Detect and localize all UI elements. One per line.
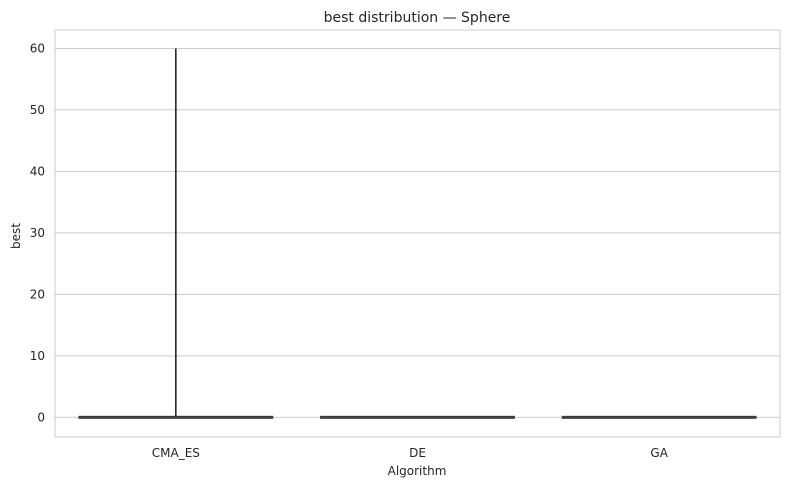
x-axis-label: Algorithm [388, 464, 447, 478]
y-tick-labels: 0 10 20 30 40 50 60 [30, 41, 45, 424]
x-tick-labels: CMA_ES DE GA [152, 446, 669, 460]
y-axis-label: best [9, 223, 23, 249]
y-tick-label: 0 [37, 410, 45, 424]
box-ga [561, 415, 757, 419]
y-tick-label: 60 [30, 41, 45, 55]
x-tick-label: GA [650, 446, 668, 460]
x-tick-label: CMA_ES [152, 446, 200, 460]
grid-lines [55, 47, 780, 418]
y-tick-label: 30 [30, 226, 45, 240]
y-tick-label: 20 [30, 287, 45, 301]
y-tick-label: 50 [30, 103, 45, 117]
y-tick-label: 40 [30, 164, 45, 178]
box-cma-es [78, 48, 274, 419]
chart-title: best distribution — Sphere [324, 10, 511, 26]
x-tick-label: DE [409, 446, 426, 460]
box-de [320, 415, 515, 419]
plot-frame [54, 29, 781, 438]
y-tick-label: 10 [30, 349, 45, 363]
box-series [78, 48, 757, 419]
